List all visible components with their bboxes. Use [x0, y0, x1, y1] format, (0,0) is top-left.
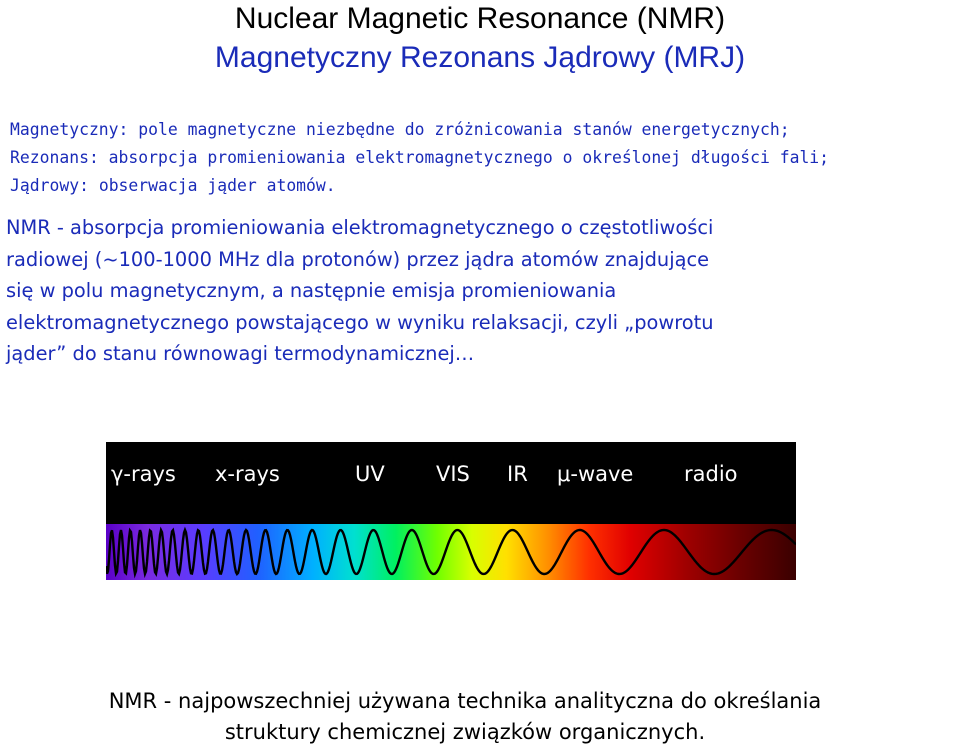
- nmr-description-line: elektromagnetycznego powstającego w wyni…: [6, 310, 714, 334]
- nmr-description-line: radiowej (~100-1000 MHz dla protonów) pr…: [6, 247, 710, 271]
- definition-term: Magnetyczny:: [10, 120, 129, 139]
- label-ir: IR: [507, 462, 528, 486]
- definition-term: Rezonans:: [10, 148, 99, 167]
- definition-text: absorpcja promieniowania elektromagnetyc…: [98, 148, 830, 167]
- label-radio: radio: [684, 462, 738, 486]
- nmr-description: NMR - absorpcja promieniowania elektroma…: [6, 212, 956, 370]
- nmr-description-line: jąder” do stanu równowagi termodynamiczn…: [6, 342, 475, 365]
- slide-title-polish: Magnetyczny Rezonans Jądrowy (MRJ): [214, 41, 746, 74]
- definition-jadrowy: Jądrowy: obserwacja jąder atomów.: [10, 172, 829, 200]
- conclusion-line: struktury chemicznej związków organiczny…: [224, 720, 706, 744]
- spectrum-gradient-bar: [106, 524, 796, 580]
- label-x-rays: x-rays: [215, 462, 280, 486]
- definition-magnetyczny: Magnetyczny: pole magnetyczne niezbędne …: [10, 116, 829, 144]
- nmr-description-line: się w polu magnetycznym, a następnie emi…: [6, 279, 617, 302]
- label-gamma-rays: γ-rays: [111, 462, 176, 486]
- definition-rezonans: Rezonans: absorpcja promieniowania elekt…: [10, 144, 829, 172]
- label-microwave: μ-wave: [557, 462, 634, 486]
- definition-text: pole magnetyczne niezbędne do zróżnicowa…: [128, 120, 790, 139]
- definitions-list: Magnetyczny: pole magnetyczne niezbędne …: [10, 116, 829, 200]
- wave-icon: [106, 526, 796, 579]
- conclusion-line: NMR - najpowszechniej używana technika a…: [108, 689, 822, 713]
- spectrum-labels: γ-rays x-rays UV VIS IR μ-wave radio: [106, 462, 796, 498]
- label-uv: UV: [355, 462, 385, 486]
- nmr-description-line: NMR - absorpcja promieniowania elektroma…: [6, 216, 714, 239]
- em-spectrum-figure: γ-rays x-rays UV VIS IR μ-wave radio: [106, 442, 796, 580]
- slide-title-english: Nuclear Magnetic Resonance (NMR): [234, 2, 726, 35]
- label-vis: VIS: [436, 462, 470, 486]
- definition-term: Jądrowy:: [10, 176, 89, 195]
- definition-text: obserwacja jąder atomów.: [88, 176, 336, 195]
- conclusion-text: NMR - najpowszechniej używana technika a…: [0, 686, 930, 748]
